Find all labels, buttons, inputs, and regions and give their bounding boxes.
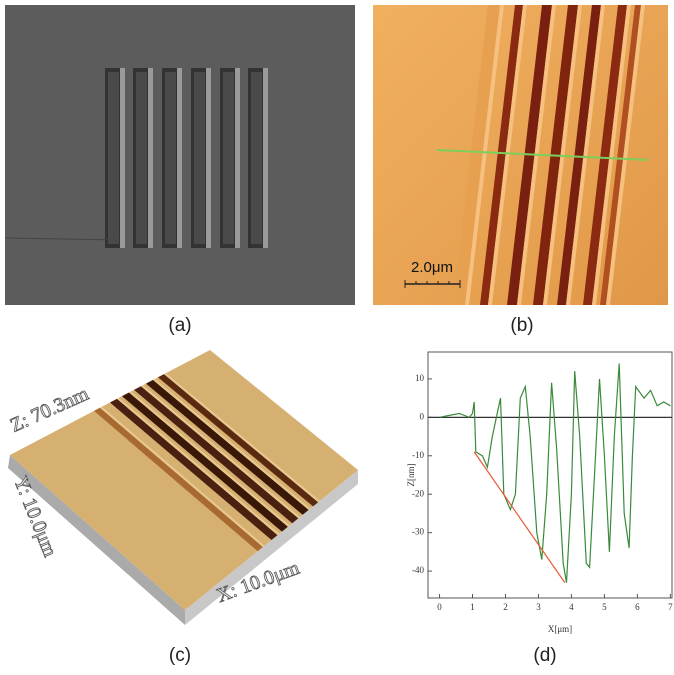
y-tick-label: 0	[420, 411, 425, 421]
panel-label: (d)	[533, 645, 556, 666]
panel-d: X[μm] Z[nm] (d) 0 1 2 3 4 5 6 7 10 0 -10 -20 -30 -40	[406, 352, 673, 666]
y-tick-label: 10	[415, 373, 425, 383]
panel-b: 2.0μm (b)	[373, 5, 668, 336]
slot-wall	[148, 68, 153, 248]
panel-label: (b)	[510, 315, 533, 336]
scale-bar-label: 2.0μm	[411, 259, 453, 276]
panel-a: (a)	[5, 5, 355, 336]
y-tick-label: -10	[412, 450, 424, 460]
y-axis-title: Z[nm]	[406, 464, 416, 487]
x-tick-label: 1	[470, 602, 475, 612]
figure: (a) 2.0μm (b) Z: 70.3nm Y: 10.0μm X: 10.…	[0, 0, 674, 670]
x-tick-label: 2	[503, 602, 508, 612]
x-tick-label: 4	[569, 602, 574, 612]
x-tick-label: 7	[668, 602, 673, 612]
x-tick-label: 5	[602, 602, 607, 612]
x-tick-label: 3	[536, 602, 541, 612]
x-axis-title: X[μm]	[548, 624, 572, 634]
slot-floor	[194, 72, 205, 244]
x-tick-label: 0	[437, 602, 442, 612]
slot-floor	[165, 72, 176, 244]
slot-wall	[206, 68, 211, 248]
panel-label: (c)	[169, 645, 191, 666]
y-tick-label: -40	[412, 565, 424, 575]
slot-wall	[235, 68, 240, 248]
profile-line	[474, 452, 565, 583]
y-tick-label: -30	[412, 527, 424, 537]
slot-wall	[177, 68, 182, 248]
panel-label: (a)	[168, 315, 191, 336]
slot-floor	[108, 72, 119, 244]
slot-floor	[251, 72, 262, 244]
x-tick-label: 6	[635, 602, 640, 612]
profile-line	[440, 364, 671, 583]
panel-c: Z: 70.3nm Y: 10.0μm X: 10.0μm (c)	[7, 350, 358, 666]
slot-wall	[263, 68, 268, 248]
slot-wall	[120, 68, 125, 248]
slot-floor	[136, 72, 147, 244]
slot-floor	[223, 72, 234, 244]
y-tick-label: -20	[412, 488, 424, 498]
